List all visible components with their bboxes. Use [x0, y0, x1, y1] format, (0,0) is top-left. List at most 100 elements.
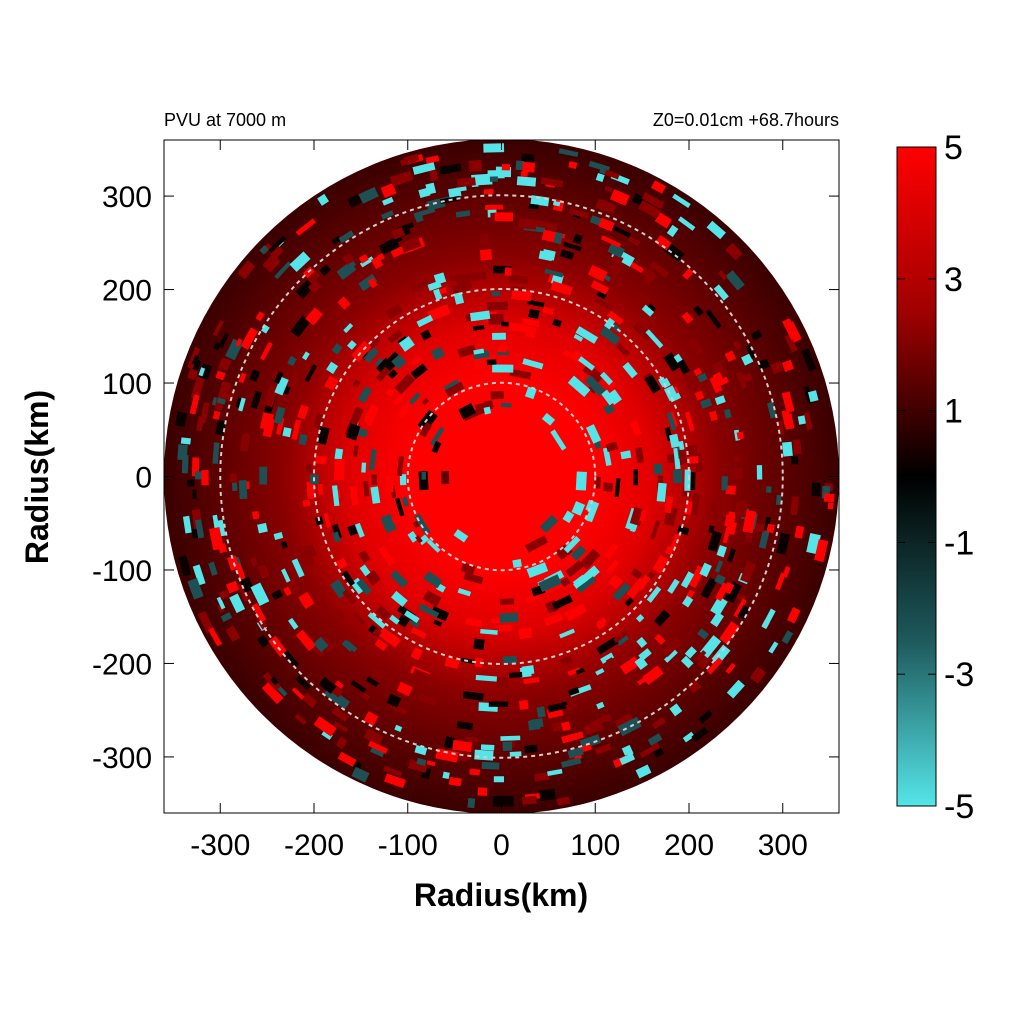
- pv-cell: [371, 474, 378, 485]
- pv-cell: [328, 690, 351, 710]
- pv-cell: [676, 359, 691, 375]
- y-tick-label: 200: [102, 275, 152, 308]
- pv-cell: [560, 577, 571, 588]
- pv-cell: [295, 218, 317, 236]
- pv-cell: [192, 489, 197, 500]
- pv-cell: [520, 171, 528, 177]
- pv-cell: [782, 318, 799, 341]
- pv-cell: [640, 266, 658, 282]
- pv-cell: [492, 364, 514, 373]
- pv-cell: [217, 543, 228, 554]
- pv-cell: [229, 593, 246, 614]
- pv-cell: [421, 471, 426, 480]
- pv-cell: [645, 329, 664, 349]
- pv-cell: [708, 500, 720, 519]
- pv-cell: [559, 655, 574, 667]
- pv-cell: [235, 338, 243, 347]
- y-tick-label: -300: [92, 742, 152, 775]
- pv-cell: [287, 617, 299, 630]
- pv-cell: [317, 193, 330, 206]
- pv-cell: [313, 413, 325, 430]
- pv-cell: [220, 611, 233, 623]
- pv-cell: [453, 529, 469, 543]
- pv-cell: [725, 485, 736, 495]
- pv-cell: [381, 196, 394, 206]
- pv-cell: [776, 532, 791, 555]
- pv-cell: [678, 440, 685, 452]
- pv-cell: [416, 757, 427, 767]
- pv-cell: [750, 329, 763, 341]
- pv-cell: [305, 464, 312, 473]
- x-tick-label: -300: [190, 829, 250, 862]
- pv-cell: [478, 472, 489, 486]
- pv-cell: [642, 665, 664, 685]
- pv-cell: [644, 374, 661, 394]
- pv-cell: [710, 611, 725, 628]
- colorbar-ticks: 5 3 1 -1 -3 -5: [897, 129, 974, 826]
- pv-cell: [654, 633, 666, 645]
- pv-cell: [607, 310, 624, 326]
- pv-cell: [456, 277, 473, 290]
- pv-cell: [724, 581, 742, 604]
- colorbar: 5 3 1 -1 -3 -5: [896, 129, 974, 826]
- pv-cell: [801, 348, 817, 372]
- pv-cell: [387, 369, 398, 380]
- pv-cell: [599, 437, 609, 446]
- pv-cell: [421, 397, 430, 406]
- pv-cell: [604, 542, 619, 560]
- pv-cell: [370, 256, 384, 270]
- pv-cell: [477, 787, 488, 796]
- pv-cell: [418, 470, 429, 491]
- pv-cell: [394, 497, 405, 517]
- pv-cell: [711, 644, 731, 665]
- pv-cell: [596, 636, 619, 655]
- pv-cell: [515, 160, 525, 171]
- pv-cell: [782, 566, 791, 578]
- pv-cell: [341, 570, 356, 587]
- pv-cell: [335, 736, 348, 750]
- pv-cell: [359, 256, 375, 268]
- pv-cell: [420, 329, 432, 341]
- pv-cell: [682, 731, 695, 743]
- pv-cell: [483, 498, 496, 511]
- pv-cell: [454, 421, 476, 442]
- pv-cell: [358, 186, 379, 204]
- pv-cell: [331, 343, 343, 355]
- pv-cell: [225, 625, 241, 643]
- pv-cell: [539, 788, 556, 802]
- pv-cell: [318, 483, 324, 495]
- pv-cell: [558, 148, 579, 158]
- pv-cell: [483, 189, 494, 195]
- pv-cell: [615, 634, 629, 646]
- pv-cell: [430, 346, 445, 361]
- pv-cell: [713, 284, 729, 301]
- pv-cell: [600, 235, 622, 248]
- pv-cell: [506, 704, 518, 710]
- x-axis: -300 -200 -100 0 100 200 300: [190, 140, 808, 862]
- pv-cell: [596, 701, 605, 710]
- pv-cell: [698, 710, 713, 724]
- pv-cell: [706, 657, 723, 675]
- pv-cell: [342, 253, 355, 265]
- pv-cell: [558, 479, 571, 503]
- pv-cell: [638, 648, 652, 661]
- pv-cell: [514, 532, 535, 544]
- y-axis: 300 200 100 0 -100 -200 -300: [92, 181, 839, 775]
- pv-cell: [487, 301, 508, 311]
- pv-cell: [349, 486, 359, 506]
- pv-cell: [770, 361, 784, 375]
- pv-cell: [716, 376, 729, 387]
- pv-cell: [290, 315, 311, 338]
- pv-cell: [474, 749, 494, 761]
- pv-cell: [365, 676, 379, 688]
- pv-cell: [553, 476, 564, 499]
- pv-cell: [742, 372, 753, 383]
- pv-cell: [790, 496, 799, 516]
- pv-cell: [682, 268, 694, 280]
- pv-cell: [418, 603, 440, 619]
- pv-cell: [488, 313, 504, 325]
- pv-cell: [378, 545, 396, 567]
- pv-cell: [345, 423, 361, 441]
- pv-cell: [522, 795, 537, 805]
- pv-cell: [616, 343, 631, 357]
